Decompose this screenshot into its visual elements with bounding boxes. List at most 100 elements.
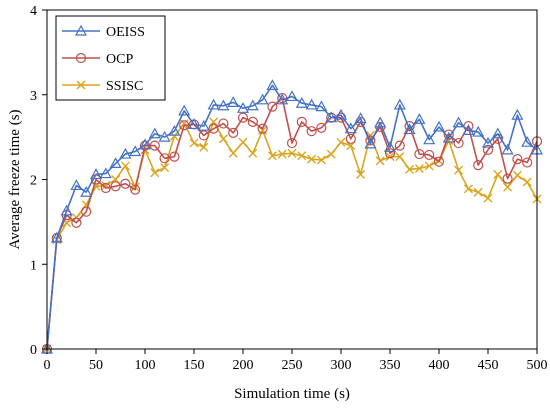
data-point-oeiss [511, 108, 524, 120]
data-point-ssisc-stroke [287, 148, 297, 158]
data-point-ssisc-stroke [385, 152, 395, 162]
legend-marker-ocp [75, 52, 87, 64]
data-point-oeiss [227, 96, 240, 107]
series-ssisc [42, 117, 542, 354]
data-point-ssisc [150, 168, 160, 178]
data-point-ssisc [463, 184, 473, 194]
data-point-oeiss [344, 122, 357, 134]
data-point-ocp [130, 184, 141, 195]
data-point-ssisc [120, 161, 130, 171]
data-point-ocp [512, 154, 523, 165]
legend-marker-oeiss [74, 24, 88, 36]
x-tick-label: 0 [44, 358, 51, 373]
data-point-ssisc-stroke [297, 151, 307, 161]
data-point-ocp [365, 135, 376, 146]
data-point-ssisc-stroke [424, 161, 434, 171]
data-point-oeiss [276, 93, 289, 105]
data-point-ocp [443, 129, 454, 140]
data-point-ocp [120, 178, 131, 189]
data-point-ssisc [493, 169, 503, 179]
data-point-oeiss [60, 204, 73, 216]
data-point-ocp [384, 148, 396, 159]
data-point-oeiss [305, 98, 318, 110]
data-point-ssisc-stroke [336, 137, 346, 147]
legend-item-oeiss: OEISS [62, 24, 145, 40]
series-oeiss [40, 79, 544, 354]
data-point-oeiss [50, 231, 63, 243]
data-point-ssisc [424, 161, 434, 171]
data-point-ocp [394, 140, 405, 151]
data-point-oeiss [266, 79, 279, 91]
y-tick-label: 2 [30, 174, 37, 189]
data-point-ocp [198, 130, 209, 141]
data-point-ocp [81, 206, 92, 217]
x-tick-label: 250 [282, 358, 303, 373]
data-point-ssisc-stroke [150, 168, 160, 178]
data-point-ssisc [199, 142, 209, 152]
data-point-oeiss [89, 168, 103, 180]
data-point-ssisc-stroke [228, 148, 238, 158]
data-point-ssisc-stroke [454, 165, 464, 175]
data-point-ssisc-stroke [473, 187, 483, 197]
data-point-ssisc [179, 119, 189, 129]
data-point-oeiss [462, 124, 475, 135]
data-point-oeiss [383, 141, 397, 152]
data-point-ssisc-stroke [483, 193, 493, 203]
data-point-oeiss [501, 143, 514, 155]
x-tick-label: 300 [331, 358, 352, 373]
data-point-oeiss [432, 120, 446, 132]
data-point-ssisc-stroke [238, 137, 248, 147]
data-point-oeiss [442, 131, 455, 143]
data-point-ocp [247, 116, 258, 127]
data-point-oeiss [207, 98, 220, 110]
series-line-ocp [46, 97, 538, 350]
axes: 0 50 100 150 200 250 300 350 400 450 500 0 1 2 3 4 [30, 4, 548, 373]
data-point-oeiss [354, 112, 367, 124]
legend-marker-ssisc-stroke [76, 80, 86, 90]
series-line-ssisc [46, 121, 538, 350]
data-point-ssisc-stroke [179, 119, 189, 129]
data-point-ssisc [238, 137, 248, 147]
x-axis-label: Simulation time (s) [234, 386, 350, 402]
data-point-ocp [345, 133, 356, 144]
data-point-ocp [237, 112, 249, 123]
legend-item-ssisc: SSISC [62, 79, 143, 94]
x-tick-label: 500 [527, 358, 548, 373]
data-point-ocp [257, 123, 268, 134]
data-point-ssisc [405, 164, 415, 174]
data-point-oeiss [413, 113, 426, 124]
data-point-ssisc-stroke [267, 151, 277, 161]
x-tick-label: 350 [380, 358, 401, 373]
data-point-ocp [522, 157, 533, 168]
data-point-ssisc-stroke [316, 155, 326, 165]
data-point-ssisc-stroke [512, 170, 522, 180]
data-point-ssisc-stroke [414, 163, 424, 173]
legend: OEISS OCP SSISC [55, 15, 166, 101]
data-point-ssisc-stroke [463, 184, 473, 194]
data-point-ssisc-stroke [258, 125, 268, 135]
x-tick-label: 450 [478, 358, 499, 373]
data-point-ocp [316, 122, 327, 133]
data-point-ssisc [522, 177, 532, 187]
data-point-oeiss [109, 157, 122, 168]
data-point-ssisc [483, 193, 493, 203]
data-point-ocp [404, 121, 415, 132]
data-point-ocp [433, 156, 445, 167]
legend-label-ocp: OCP [106, 52, 133, 67]
data-point-ssisc-stroke [120, 161, 130, 171]
data-point-ssisc-stroke [307, 154, 317, 164]
y-axis-label: Average freeze time (s) [7, 109, 23, 249]
data-point-ssisc [277, 149, 287, 159]
legend-label-oeiss: OEISS [106, 25, 145, 40]
x-tick-label: 150 [184, 358, 205, 373]
data-point-ssisc-stroke [62, 218, 72, 228]
data-point-ocp [424, 149, 435, 161]
data-point-ssisc [160, 163, 170, 173]
data-point-ssisc [297, 151, 307, 161]
data-point-ssisc [307, 154, 317, 164]
plot-area [40, 79, 544, 355]
data-point-oeiss [158, 130, 171, 142]
data-point-oeiss [393, 98, 406, 110]
data-point-oeiss [374, 116, 387, 128]
data-point-oeiss [129, 145, 142, 157]
